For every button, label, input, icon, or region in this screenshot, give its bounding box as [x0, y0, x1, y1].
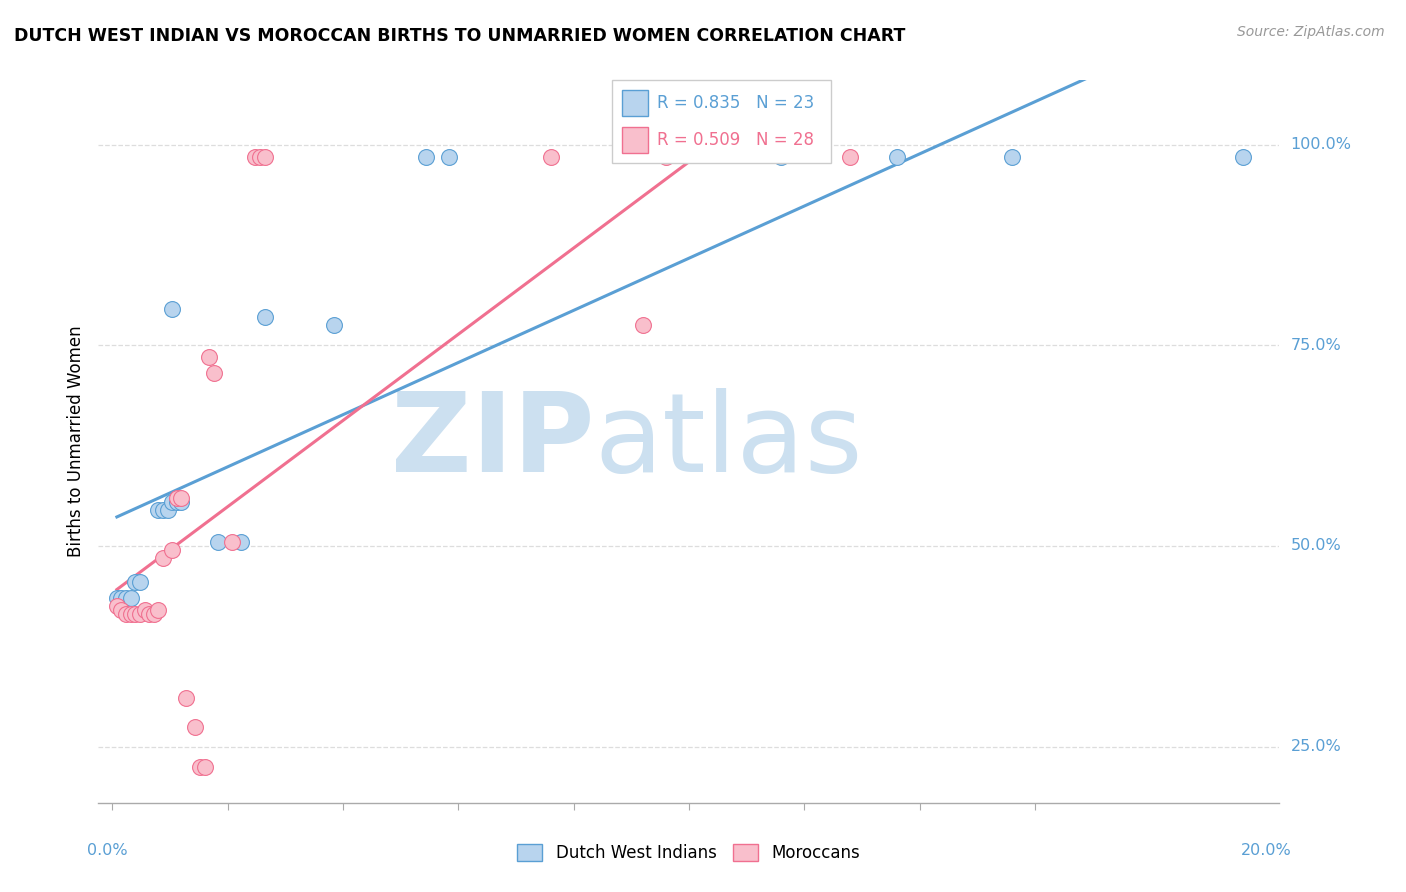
- Point: [770, 150, 793, 164]
- Point: [138, 607, 160, 622]
- Point: [142, 607, 165, 622]
- Point: [148, 603, 170, 617]
- Point: [170, 491, 193, 505]
- Point: [249, 150, 271, 164]
- Point: [245, 150, 267, 164]
- Point: [110, 603, 132, 617]
- Text: Source: ZipAtlas.com: Source: ZipAtlas.com: [1237, 25, 1385, 39]
- Text: 100.0%: 100.0%: [1291, 137, 1351, 152]
- Text: 75.0%: 75.0%: [1291, 338, 1341, 352]
- Point: [105, 599, 128, 614]
- Point: [124, 575, 146, 590]
- Point: [129, 575, 152, 590]
- Point: [655, 150, 678, 164]
- Text: R = 0.509   N = 28: R = 0.509 N = 28: [657, 130, 814, 149]
- Point: [253, 310, 276, 325]
- Point: [202, 366, 225, 380]
- Legend: Dutch West Indians, Moroccans: Dutch West Indians, Moroccans: [512, 838, 866, 867]
- Point: [207, 535, 229, 549]
- Point: [221, 535, 243, 549]
- Text: DUTCH WEST INDIAN VS MOROCCAN BIRTHS TO UNMARRIED WOMEN CORRELATION CHART: DUTCH WEST INDIAN VS MOROCCAN BIRTHS TO …: [14, 27, 905, 45]
- Point: [839, 150, 862, 164]
- Point: [166, 491, 188, 505]
- Text: ZIP: ZIP: [391, 388, 595, 495]
- Text: R = 0.835   N = 23: R = 0.835 N = 23: [657, 95, 814, 112]
- Point: [1232, 150, 1254, 164]
- FancyBboxPatch shape: [612, 80, 831, 163]
- Point: [105, 591, 128, 606]
- Y-axis label: Births to Unmarried Women: Births to Unmarried Women: [66, 326, 84, 558]
- Point: [193, 760, 215, 774]
- Point: [156, 503, 179, 517]
- Point: [437, 150, 460, 164]
- Text: 50.0%: 50.0%: [1291, 539, 1341, 553]
- Point: [231, 535, 253, 549]
- Text: 20.0%: 20.0%: [1240, 843, 1291, 857]
- Point: [120, 607, 142, 622]
- Point: [162, 301, 184, 317]
- Point: [162, 494, 184, 508]
- FancyBboxPatch shape: [621, 127, 648, 153]
- Text: 25.0%: 25.0%: [1291, 739, 1341, 754]
- Point: [134, 603, 156, 617]
- Text: 0.0%: 0.0%: [87, 843, 127, 857]
- Point: [129, 607, 152, 622]
- Point: [115, 591, 138, 606]
- Point: [540, 150, 562, 164]
- Point: [148, 503, 170, 517]
- Point: [886, 150, 908, 164]
- Point: [188, 760, 211, 774]
- Text: atlas: atlas: [595, 388, 863, 495]
- Point: [170, 494, 193, 508]
- Point: [152, 551, 174, 566]
- FancyBboxPatch shape: [621, 90, 648, 117]
- Point: [115, 607, 138, 622]
- Point: [152, 503, 174, 517]
- Point: [162, 542, 184, 557]
- Point: [1001, 150, 1024, 164]
- Point: [253, 150, 276, 164]
- Point: [184, 719, 207, 733]
- Point: [174, 691, 197, 706]
- Point: [110, 591, 132, 606]
- Point: [166, 494, 188, 508]
- Point: [198, 350, 221, 364]
- Point: [631, 318, 654, 333]
- Point: [415, 150, 437, 164]
- Point: [124, 607, 146, 622]
- Point: [322, 318, 344, 333]
- Point: [120, 591, 142, 606]
